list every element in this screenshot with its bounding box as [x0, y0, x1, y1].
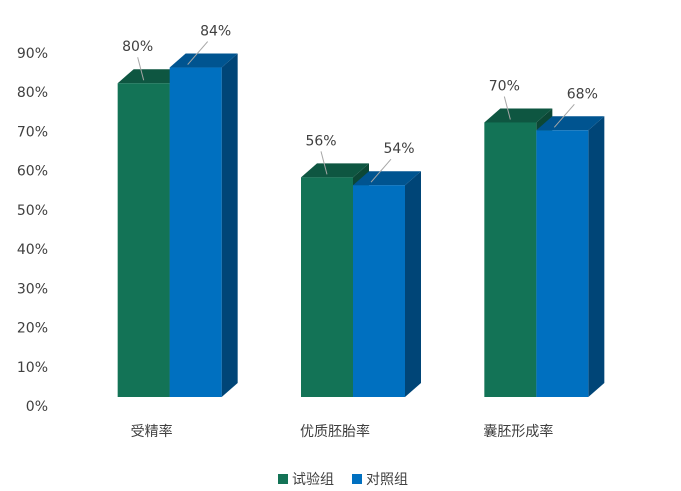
y-tick-label: 70%: [17, 124, 48, 140]
leader-line: [503, 96, 511, 120]
leader-line: [553, 103, 575, 128]
bar-top: [117, 69, 186, 84]
bar: [117, 83, 170, 397]
legend-label: 试验组: [292, 472, 334, 488]
bar: [353, 185, 405, 397]
bar-side: [405, 171, 421, 397]
bar-top: [169, 53, 238, 68]
y-tick-label: 50%: [17, 203, 48, 219]
y-tick-label: 90%: [17, 46, 48, 62]
bar: [536, 130, 589, 398]
x-tick-label: 优质胚胎率: [300, 423, 370, 440]
data-label: 56%: [305, 133, 336, 149]
bar-top: [301, 163, 369, 178]
bar-side: [221, 53, 238, 398]
bar: [484, 122, 537, 397]
y-tick-label: 20%: [17, 321, 48, 337]
bar-side: [588, 116, 605, 398]
x-tick-label: 受精率: [131, 423, 173, 440]
leader-line: [370, 158, 392, 183]
leader-line: [320, 151, 328, 175]
legend-swatch: [278, 474, 288, 484]
y-tick-label: 60%: [17, 164, 48, 180]
y-tick-label: 30%: [17, 281, 48, 297]
data-label: 54%: [383, 141, 414, 157]
data-label: 80%: [122, 39, 153, 55]
leader-line: [137, 57, 145, 81]
y-tick-label: 10%: [17, 360, 48, 376]
y-tick-label: 80%: [17, 85, 48, 101]
x-tick-label: 囊胚形成率: [483, 423, 553, 440]
bar: [301, 177, 353, 397]
y-tick-label: 40%: [17, 242, 48, 258]
bar-top: [536, 116, 605, 131]
leader-line: [187, 41, 209, 65]
data-label: 84%: [200, 24, 231, 40]
legend-label: 对照组: [366, 472, 408, 488]
bar-top: [353, 171, 421, 186]
legend-swatch: [352, 474, 362, 484]
data-label: 70%: [489, 78, 520, 94]
y-tick-label: 0%: [26, 399, 48, 415]
data-label: 68%: [567, 86, 598, 102]
bar: [169, 67, 222, 398]
bar-top: [484, 108, 553, 123]
